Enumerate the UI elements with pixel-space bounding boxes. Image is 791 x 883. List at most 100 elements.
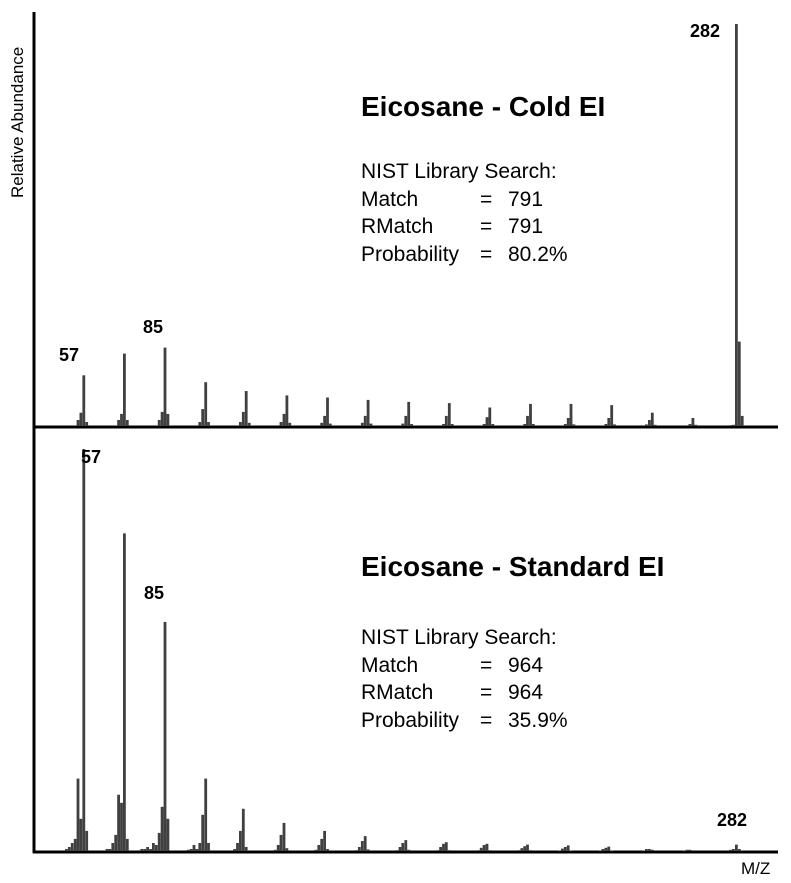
- cold-ei-bar-mz-154: [363, 415, 367, 426]
- cold-ei-bar-mz-69: [117, 420, 120, 426]
- standard-ei-bar-mz-100: [207, 843, 210, 851]
- cold-ei-rmatch-key: RMatch: [361, 215, 433, 238]
- standard-ei-match-value: 964: [508, 654, 543, 677]
- cold-ei-bar-mz-170: [410, 424, 413, 426]
- cold-ei-bar-mz-139: [320, 422, 324, 426]
- cold-ei-bar-mz-113: [244, 391, 248, 426]
- cold-ei-probability-key: Probability: [361, 243, 460, 266]
- cold-ei-bar-mz-167: [401, 423, 405, 426]
- cold-ei-bar-mz-238: [607, 418, 611, 426]
- standard-ei-bar-mz-98: [201, 814, 205, 851]
- cold-ei-bar-mz-112: [241, 411, 245, 426]
- cold-ei-bar-mz-184: [450, 424, 454, 426]
- standard-ei-bar-mz-111: [239, 830, 242, 851]
- standard-ei-bar-mz-66: [108, 849, 112, 851]
- standard-ei-bar-mz-139: [320, 838, 324, 851]
- cold-ei-bar-mz-183: [447, 403, 451, 426]
- standard-ei-bar-mz-126: [282, 822, 286, 851]
- standard-ei-bar-mz-224: [566, 845, 570, 851]
- cold-ei-bar-mz-125: [279, 422, 283, 426]
- standard-ei-bar-mz-225: [569, 850, 573, 852]
- standard-ei-bar-mz-57: [82, 449, 86, 851]
- cold-ei-title: Eicosane - Cold EI: [361, 91, 605, 122]
- cold-ei-bar-mz-55: [76, 420, 80, 426]
- standard-ei-bar-mz-83: [157, 832, 161, 851]
- cold-ei-bar-mz-84: [160, 411, 164, 426]
- cold-ei-match-value: 791: [508, 188, 543, 211]
- standard-ei-bar-mz-99: [204, 778, 208, 851]
- standard-ei-bar-mz-207: [517, 850, 521, 851]
- cold-ei-bar-mz-211: [529, 403, 532, 426]
- standard-ei-bar-mz-280: [729, 849, 732, 851]
- standard-ei-bar-mz-96: [195, 849, 199, 851]
- standard-ei-title: Eicosane - Standard EI: [361, 551, 664, 582]
- standard-ei-bar-mz-167: [401, 843, 405, 851]
- cold-ei-bar-mz-226: [572, 424, 576, 426]
- standard-ei-probability-key: Probability: [361, 709, 460, 732]
- cold-ei-bar-mz-224: [566, 418, 570, 426]
- standard-ei-bar-mz-209: [523, 846, 527, 851]
- cold-ei-bar-mz-196: [485, 417, 489, 426]
- standard-ei-bar-mz-95: [192, 845, 196, 851]
- standard-ei-bar-mz-194: [479, 847, 483, 851]
- cold-ei-peak-label-85: 85: [143, 317, 163, 337]
- cold-ei-bar-mz-71: [123, 353, 126, 426]
- cold-ei-bar-mz-97: [198, 422, 202, 426]
- standard-ei-bar-mz-281: [732, 849, 735, 851]
- standard-ei-bar-mz-237: [604, 847, 608, 851]
- cold-ei-bar-mz-283: [737, 341, 741, 426]
- cold-ei-bar-mz-237: [604, 424, 608, 426]
- standard-ei-bar-mz-58: [85, 830, 89, 851]
- cold-ei-match-eq: =: [480, 188, 492, 211]
- standard-ei-bar-mz-94: [189, 849, 193, 851]
- standard-ei-bar-mz-55: [76, 778, 80, 851]
- standard-ei-bar-mz-110: [236, 843, 239, 851]
- standard-ei-bar-mz-165: [395, 850, 399, 851]
- standard-ei-bar-mz-180: [439, 847, 442, 851]
- cold-ei-bar-mz-85: [163, 347, 167, 426]
- cold-ei-bar-mz-266: [688, 424, 692, 426]
- standard-ei-bar-mz-252: [648, 849, 651, 851]
- standard-ei-probability-eq: =: [480, 709, 492, 732]
- standard-ei-bar-mz-282: [735, 844, 738, 851]
- standard-ei-bar-mz-250: [642, 850, 645, 852]
- standard-ei-bar-mz-70: [120, 802, 123, 851]
- cold-ei-peak-label-282: 282: [690, 21, 720, 41]
- standard-ei-bar-mz-166: [398, 847, 402, 851]
- cold-ei-bar-mz-284: [740, 415, 744, 426]
- standard-ei-match-key: Match: [361, 654, 418, 677]
- cold-ei-rmatch-eq: =: [480, 215, 492, 238]
- cold-ei-bar-mz-267: [691, 418, 695, 426]
- cold-ei-bar-mz-268: [694, 424, 698, 426]
- standard-ei-search-heading: NIST Library Search:: [361, 626, 557, 649]
- standard-ei-bar-mz-152: [357, 847, 361, 851]
- standard-ei-bar-mz-283: [737, 849, 741, 851]
- cold-ei-bar-mz-126: [282, 413, 286, 426]
- standard-ei-bar-mz-155: [366, 849, 370, 851]
- standard-ei-bar-mz-68: [114, 834, 118, 851]
- standard-ei-bar-mz-93: [186, 849, 190, 851]
- cold-ei-bar-mz-99: [204, 382, 208, 426]
- cold-ei-bar-mz-252: [648, 420, 651, 426]
- standard-ei-bar-mz-80: [149, 849, 152, 851]
- standard-ei-rmatch-value: 964: [508, 681, 543, 704]
- x-axis-label: M/Z: [741, 859, 770, 878]
- cold-ei-bar-mz-239: [610, 405, 614, 426]
- cold-ei-probability-eq: =: [480, 243, 492, 266]
- cold-ei-bar-mz-111: [239, 422, 242, 426]
- cold-ei-bar-mz-212: [531, 424, 535, 426]
- standard-ei-bar-mz-238: [607, 846, 611, 851]
- standard-ei-bar-mz-181: [442, 843, 445, 851]
- standard-ei-bar-mz-141: [326, 849, 329, 851]
- standard-ei-bar-mz-222: [561, 848, 564, 851]
- standard-ei-bar-mz-71: [123, 533, 126, 851]
- standard-ei-bar-mz-112: [241, 808, 245, 851]
- standard-ei-rmatch-eq: =: [480, 681, 492, 704]
- standard-ei-bar-mz-138: [317, 845, 321, 851]
- standard-ei-bar-mz-113: [244, 847, 248, 851]
- cold-ei-bar-mz-57: [82, 375, 86, 426]
- cold-ei-bar-mz-70: [120, 413, 123, 426]
- standard-ei-bar-mz-221: [558, 850, 561, 852]
- standard-ei-bar-mz-81: [152, 843, 155, 851]
